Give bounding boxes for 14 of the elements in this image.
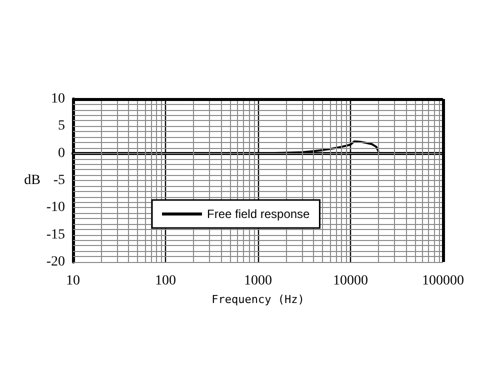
- y-tick-label: -5: [53, 173, 65, 188]
- y-tick-label: -15: [46, 227, 65, 242]
- x-tick-label: 1000: [244, 274, 272, 288]
- x-tick-label: 100: [155, 274, 176, 288]
- y-tick-label: 0: [58, 146, 65, 161]
- x-axis-title: Frequency (Hz): [212, 293, 304, 306]
- y-tick-label: -20: [46, 254, 65, 270]
- y-tick-label: -10: [46, 200, 65, 216]
- y-axis-title: dB: [24, 173, 40, 188]
- y-tick-label: 10: [51, 92, 65, 106]
- x-tick-label: 10000: [333, 274, 368, 288]
- y-tick-label: 5: [58, 118, 65, 134]
- legend-label: Free field response: [207, 207, 310, 221]
- x-tick-label: 100000: [422, 274, 464, 288]
